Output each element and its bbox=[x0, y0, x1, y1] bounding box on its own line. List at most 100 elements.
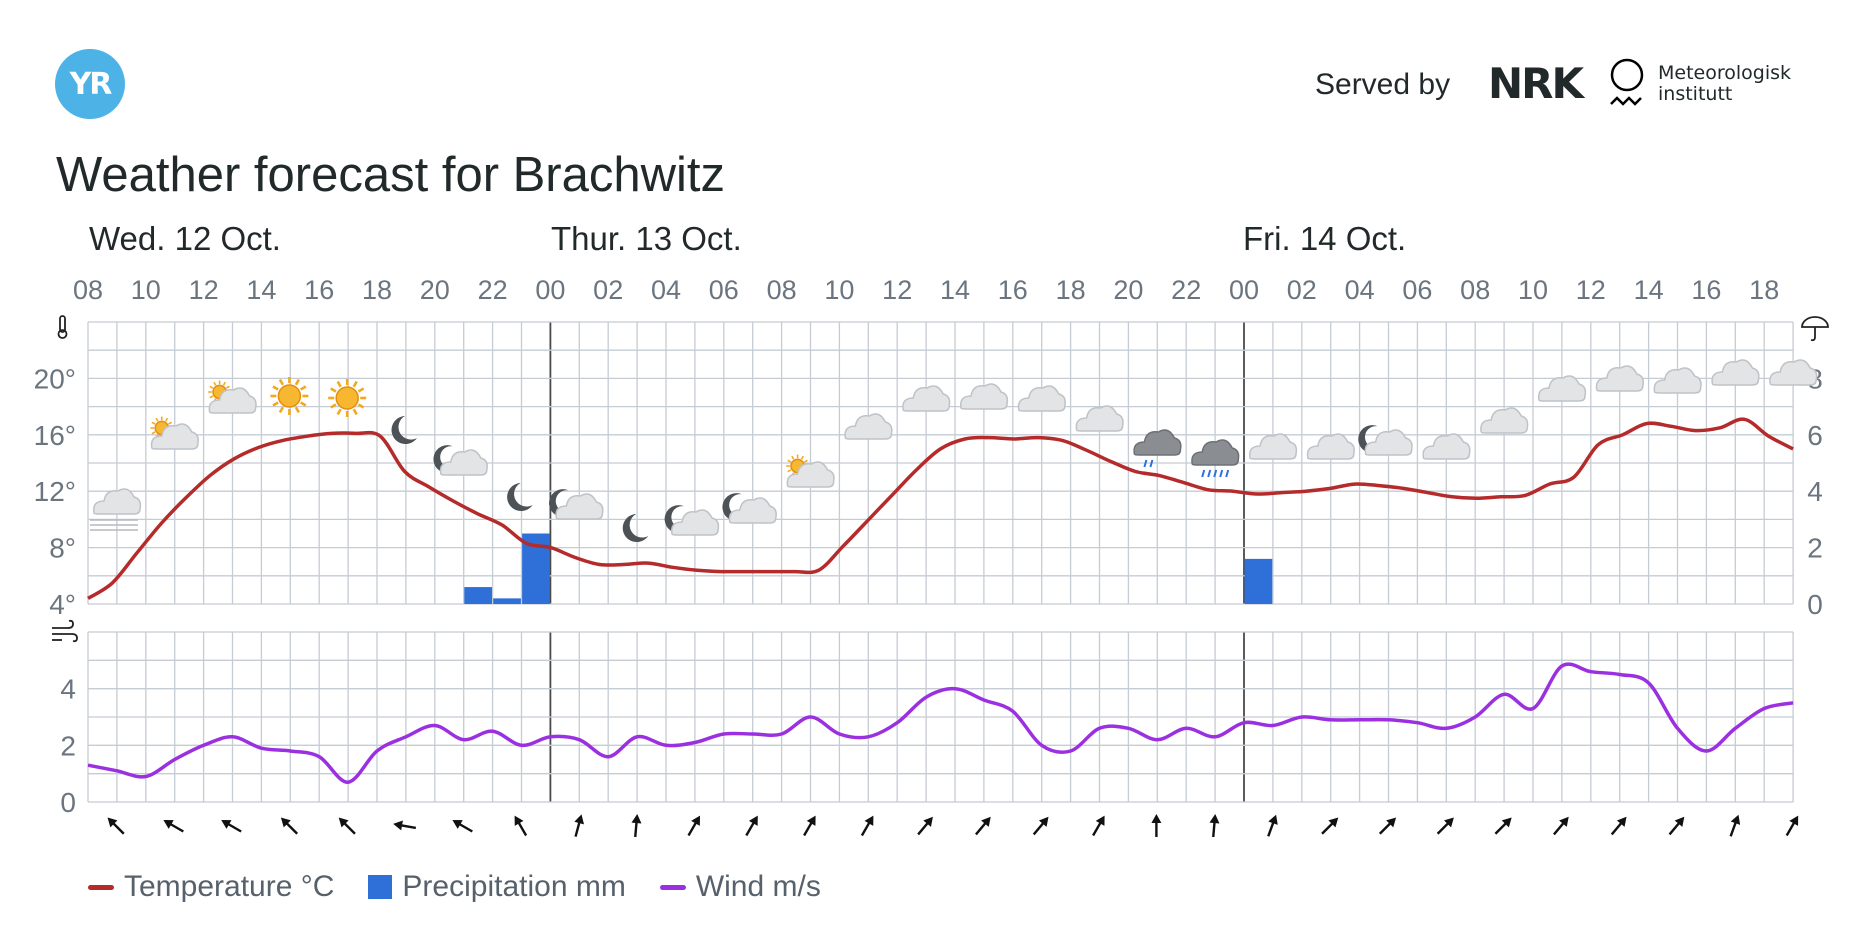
sun-ray bbox=[165, 417, 169, 422]
wind-arrow-head bbox=[981, 816, 991, 827]
cloud-shape bbox=[92, 488, 142, 515]
cloud-shape bbox=[786, 461, 835, 488]
wind-arrow-icon bbox=[1610, 816, 1627, 836]
sun-ray bbox=[272, 385, 279, 391]
wind-arrow-head bbox=[1386, 817, 1397, 828]
partly-cloudy-night-icon bbox=[433, 445, 488, 476]
sun-ray bbox=[357, 387, 365, 393]
moon-shape bbox=[1358, 425, 1386, 454]
wind-arrow-head bbox=[574, 814, 585, 825]
legend-precipitation[interactable]: Precipitation mm bbox=[368, 870, 626, 904]
sun-ray bbox=[209, 385, 214, 389]
yr-logo[interactable]: YR bbox=[55, 49, 125, 119]
wind-arrow-head bbox=[393, 820, 403, 831]
legend-temperature[interactable]: Temperature °C bbox=[88, 870, 334, 904]
x-tick-label: 00 bbox=[1229, 275, 1259, 305]
thermometer-bulb bbox=[57, 329, 68, 339]
cloud-shape bbox=[1595, 365, 1644, 392]
met-institute-logo[interactable]: Meteorologisk institutt bbox=[1658, 63, 1791, 105]
precipitation-bar bbox=[464, 587, 492, 604]
fog-icon bbox=[90, 488, 142, 531]
x-tick-label: 18 bbox=[1056, 275, 1086, 305]
wind-arrow-icon bbox=[107, 817, 125, 835]
x-tick-label: 10 bbox=[824, 275, 854, 305]
day-label-thu: Thur. 13 Oct. bbox=[551, 220, 742, 257]
wind-arrow-icon bbox=[745, 815, 758, 837]
moon-icon bbox=[391, 416, 417, 444]
wind-arrow-head bbox=[1268, 814, 1278, 825]
wind-arrow-head bbox=[514, 815, 524, 826]
wind-arrow-icon bbox=[687, 815, 700, 837]
precipitation-tick-label: 4 bbox=[1807, 476, 1823, 507]
x-tick-label: 04 bbox=[1345, 275, 1375, 305]
temperature-tick-label: 12° bbox=[34, 476, 76, 507]
sun-ray bbox=[787, 469, 792, 473]
wind-arrow-head bbox=[1789, 815, 1799, 826]
x-tick-label: 06 bbox=[709, 275, 739, 305]
wind-arrow-head bbox=[280, 817, 291, 828]
wind-arrow-icon bbox=[1436, 817, 1454, 835]
sun-ray bbox=[278, 378, 285, 386]
x-tick-label: 08 bbox=[767, 275, 797, 305]
wind-arrow-icon bbox=[280, 817, 299, 835]
sun-disc bbox=[277, 384, 302, 408]
partly-cloudy-night-icon bbox=[722, 493, 777, 524]
x-tick-label: 06 bbox=[1402, 275, 1432, 305]
wind-arrow-head bbox=[748, 815, 758, 826]
sun-disc bbox=[335, 386, 359, 410]
legend-temperature-swatch bbox=[88, 884, 114, 890]
cloud-shape bbox=[902, 385, 951, 412]
partly-cloudy-day-icon bbox=[786, 454, 835, 488]
cloud-shape bbox=[1075, 405, 1124, 432]
x-tick-label: 02 bbox=[593, 275, 623, 305]
legend-temperature-label: Temperature °C bbox=[124, 870, 335, 903]
legend-wind[interactable]: Wind m/s bbox=[659, 870, 821, 904]
temperature-tick-label: 4° bbox=[49, 589, 76, 620]
cloud-icon bbox=[1248, 433, 1298, 460]
x-tick-label: 08 bbox=[73, 275, 103, 305]
page-title: Weather forecast for Brachwitz bbox=[56, 148, 726, 202]
x-tick-label: 10 bbox=[1518, 275, 1548, 305]
moon-shape bbox=[507, 483, 533, 511]
x-tick-label: 12 bbox=[1576, 275, 1606, 305]
day-label-fri: Fri. 14 Oct. bbox=[1243, 220, 1407, 257]
nrk-logo[interactable]: NRK bbox=[1488, 59, 1584, 108]
x-tick-label: 16 bbox=[304, 275, 334, 305]
precipitation-tick-label: 6 bbox=[1807, 420, 1823, 451]
wind-arrow-icon bbox=[1729, 814, 1741, 837]
partly-cloudy-day-icon bbox=[150, 416, 199, 450]
x-tick-label: 14 bbox=[1634, 275, 1664, 305]
x-tick-label: 02 bbox=[1287, 275, 1317, 305]
cloud-shape bbox=[670, 509, 720, 536]
sun-ray bbox=[168, 421, 173, 425]
wind-arrow-head bbox=[221, 820, 232, 829]
x-tick-label: 12 bbox=[882, 275, 912, 305]
rain-icon bbox=[1191, 439, 1240, 478]
moon-shape bbox=[549, 489, 577, 518]
wind-arrow-icon bbox=[1494, 817, 1512, 835]
wind-arrow-icon bbox=[1267, 814, 1278, 837]
legend-precipitation-swatch bbox=[368, 875, 393, 899]
wind-arrow-head bbox=[1501, 817, 1512, 828]
cloud-shape bbox=[1537, 375, 1587, 402]
sun-ray bbox=[209, 395, 214, 399]
cloud-icon bbox=[1711, 359, 1760, 386]
x-tick-label: 14 bbox=[246, 275, 276, 305]
x-tick-label: 12 bbox=[189, 275, 219, 305]
sun-ray bbox=[336, 380, 342, 388]
temperature-line bbox=[87, 417, 1794, 600]
sun-ray bbox=[300, 401, 307, 407]
umbrella-handle bbox=[1810, 327, 1816, 342]
wind-arrow-head bbox=[107, 817, 118, 828]
wind-arrow-head bbox=[452, 820, 463, 829]
sun-ray bbox=[213, 381, 217, 386]
wind-arrow-head bbox=[1328, 817, 1339, 828]
met-line1: Meteorologisk bbox=[1658, 62, 1792, 84]
legend-wind-label: Wind m/s bbox=[695, 870, 821, 903]
umbrella-canopy bbox=[1801, 316, 1829, 328]
wind-arrow-head bbox=[923, 816, 933, 827]
x-tick-label: 22 bbox=[1171, 275, 1201, 305]
sun-ray bbox=[151, 431, 156, 435]
rain-drop bbox=[1219, 469, 1224, 478]
cloud-icon bbox=[959, 383, 1009, 410]
